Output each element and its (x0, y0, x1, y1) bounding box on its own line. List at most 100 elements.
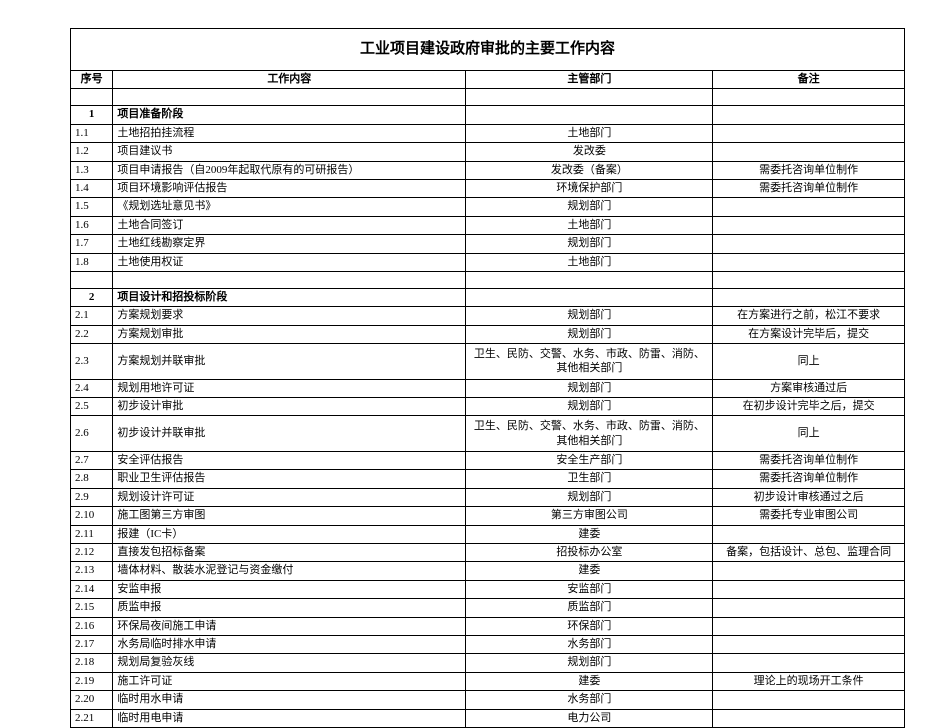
row-work: 质监申报 (113, 599, 466, 617)
row-idx: 2.21 (71, 709, 113, 727)
row-work: 规划用地许可证 (113, 379, 466, 397)
row-work: 土地合同签订 (113, 216, 466, 234)
row-idx: 2.17 (71, 635, 113, 653)
row-idx: 2.20 (71, 691, 113, 709)
row-idx: 2.19 (71, 672, 113, 690)
row-note: 同上 (713, 344, 905, 380)
row-work: 土地使用权证 (113, 253, 466, 271)
row-dept: 建委 (466, 672, 713, 690)
row-note (713, 124, 905, 142)
row-idx: 1.7 (71, 235, 113, 253)
row-dept: 规划部门 (466, 654, 713, 672)
row-dept: 电力公司 (466, 709, 713, 727)
row-work: 报建（IC卡） (113, 525, 466, 543)
row-work: 初步设计并联审批 (113, 416, 466, 452)
row-work: 水务局临时排水申请 (113, 635, 466, 653)
row-idx: 2.5 (71, 398, 113, 416)
row-dept: 规划部门 (466, 198, 713, 216)
row-note: 在方案进行之前，松江不要求 (713, 307, 905, 325)
row-dept: 安全生产部门 (466, 452, 713, 470)
row-idx: 1.5 (71, 198, 113, 216)
row-dept: 环境保护部门 (466, 179, 713, 197)
row-note (713, 635, 905, 653)
row-note (713, 709, 905, 727)
row-dept: 规划部门 (466, 379, 713, 397)
row-work: 初步设计审批 (113, 398, 466, 416)
row-idx: 1.2 (71, 143, 113, 161)
row-note (713, 143, 905, 161)
row-dept: 水务部门 (466, 635, 713, 653)
row-dept: 发改委（备案） (466, 161, 713, 179)
row-note: 备案，包括设计、总包、监理合同 (713, 544, 905, 562)
row-dept: 发改委 (466, 143, 713, 161)
row-dept: 规划部门 (466, 307, 713, 325)
row-dept: 土地部门 (466, 253, 713, 271)
row-note (713, 216, 905, 234)
row-dept: 规划部门 (466, 235, 713, 253)
table-title: 工业项目建设政府审批的主要工作内容 (71, 29, 905, 71)
col-header-idx: 序号 (71, 71, 113, 89)
row-work: 安全评估报告 (113, 452, 466, 470)
col-header-work: 工作内容 (113, 71, 466, 89)
row-dept: 安监部门 (466, 580, 713, 598)
row-work: 安监申报 (113, 580, 466, 598)
row-idx: 2.12 (71, 544, 113, 562)
row-note: 需委托咨询单位制作 (713, 161, 905, 179)
row-work: 项目建议书 (113, 143, 466, 161)
row-note: 初步设计审核通过之后 (713, 488, 905, 506)
row-idx: 2.7 (71, 452, 113, 470)
row-work: 墙体材料、散装水泥登记与资金缴付 (113, 562, 466, 580)
row-idx: 1.3 (71, 161, 113, 179)
row-work: 土地红线勘察定界 (113, 235, 466, 253)
row-work: 环保局夜间施工申请 (113, 617, 466, 635)
row-note: 需委托专业审图公司 (713, 507, 905, 525)
row-idx: 2.16 (71, 617, 113, 635)
row-note: 同上 (713, 416, 905, 452)
row-dept: 招投标办公室 (466, 544, 713, 562)
row-idx: 2.1 (71, 307, 113, 325)
row-note (713, 198, 905, 216)
row-dept: 第三方审图公司 (466, 507, 713, 525)
section-idx: 2 (71, 288, 113, 306)
row-note (713, 654, 905, 672)
row-dept: 土地部门 (466, 216, 713, 234)
row-dept: 卫生、民防、交警、水务、市政、防雷、消防、其他相关部门 (466, 344, 713, 380)
col-header-dept: 主管部门 (466, 71, 713, 89)
row-idx: 2.9 (71, 488, 113, 506)
row-idx: 2.4 (71, 379, 113, 397)
row-work: 《规划选址意见书》 (113, 198, 466, 216)
row-idx: 2.11 (71, 525, 113, 543)
section-label: 项目准备阶段 (113, 106, 466, 124)
row-idx: 2.8 (71, 470, 113, 488)
row-dept: 规划部门 (466, 488, 713, 506)
row-note (713, 235, 905, 253)
row-work: 方案规划要求 (113, 307, 466, 325)
row-dept: 卫生、民防、交警、水务、市政、防雷、消防、其他相关部门 (466, 416, 713, 452)
row-idx: 2.14 (71, 580, 113, 598)
row-note: 需委托咨询单位制作 (713, 452, 905, 470)
row-note (713, 253, 905, 271)
row-note (713, 525, 905, 543)
row-dept: 规划部门 (466, 325, 713, 343)
row-dept: 卫生部门 (466, 470, 713, 488)
row-dept: 规划部门 (466, 398, 713, 416)
row-dept: 环保部门 (466, 617, 713, 635)
row-note: 在方案设计完毕后，提交 (713, 325, 905, 343)
row-work: 规划设计许可证 (113, 488, 466, 506)
row-note (713, 599, 905, 617)
row-work: 项目申请报告（自2009年起取代原有的可研报告） (113, 161, 466, 179)
row-work: 临时用水申请 (113, 691, 466, 709)
row-idx: 2.2 (71, 325, 113, 343)
row-note (713, 580, 905, 598)
row-note (713, 617, 905, 635)
approval-table: 工业项目建设政府审批的主要工作内容序号工作内容主管部门备注1项目准备阶段1.1土… (70, 28, 905, 728)
row-work: 规划局复验灰线 (113, 654, 466, 672)
row-idx: 2.13 (71, 562, 113, 580)
row-note (713, 562, 905, 580)
row-note: 方案审核通过后 (713, 379, 905, 397)
row-work: 项目环境影响评估报告 (113, 179, 466, 197)
row-work: 直接发包招标备案 (113, 544, 466, 562)
row-dept: 质监部门 (466, 599, 713, 617)
row-dept: 建委 (466, 562, 713, 580)
row-idx: 2.15 (71, 599, 113, 617)
